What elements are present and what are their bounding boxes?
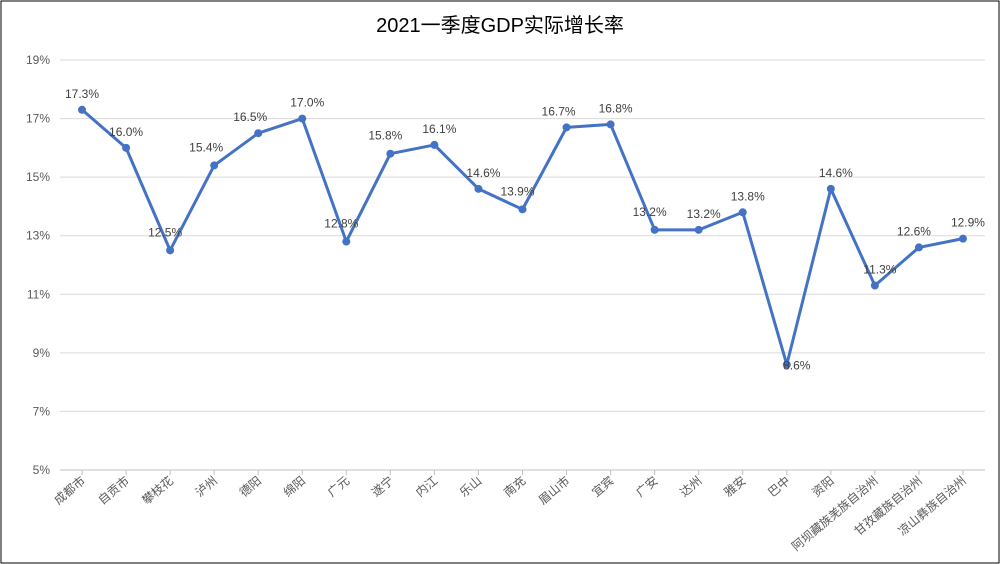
data-point bbox=[607, 120, 615, 128]
data-label: 13.2% bbox=[633, 205, 667, 219]
data-label: 16.8% bbox=[599, 101, 633, 115]
y-tick-label: 15% bbox=[26, 170, 50, 184]
data-point bbox=[78, 106, 86, 114]
data-label: 16.7% bbox=[542, 104, 576, 118]
y-tick-label: 7% bbox=[33, 404, 51, 418]
data-label: 11.3% bbox=[863, 263, 896, 277]
data-point bbox=[827, 185, 835, 193]
y-tick-label: 11% bbox=[27, 287, 50, 301]
y-tick-label: 19% bbox=[26, 53, 50, 67]
chart-svg: 2021一季度GDP实际增长率5%7%9%11%13%15%17%19%成都市自… bbox=[0, 0, 1000, 564]
data-point bbox=[342, 238, 350, 246]
data-label: 15.8% bbox=[368, 129, 402, 143]
chart-title: 2021一季度GDP实际增长率 bbox=[376, 14, 624, 37]
y-tick-label: 17% bbox=[26, 112, 50, 126]
data-label: 16.5% bbox=[233, 110, 267, 124]
data-point bbox=[915, 243, 923, 251]
data-point bbox=[386, 150, 394, 158]
data-point bbox=[430, 141, 438, 149]
gdp-growth-chart: 2021一季度GDP实际增长率5%7%9%11%13%15%17%19%成都市自… bbox=[0, 0, 1000, 564]
data-label: 12.9% bbox=[951, 216, 985, 230]
y-tick-label: 13% bbox=[26, 229, 50, 243]
y-tick-label: 5% bbox=[33, 463, 51, 477]
data-label: 13.9% bbox=[500, 184, 534, 198]
data-point bbox=[166, 246, 174, 254]
data-label: 16.1% bbox=[422, 122, 456, 136]
data-point bbox=[695, 226, 703, 234]
data-point bbox=[871, 282, 879, 290]
data-label: 16.0% bbox=[109, 125, 143, 139]
data-label: 14.6% bbox=[466, 166, 500, 180]
data-label: 12.8% bbox=[324, 217, 358, 231]
data-label: 12.5% bbox=[148, 225, 182, 239]
data-point bbox=[519, 205, 527, 213]
data-point bbox=[959, 235, 967, 243]
data-label: 12.6% bbox=[897, 224, 931, 238]
data-label: 17.0% bbox=[290, 96, 324, 110]
data-point bbox=[563, 123, 571, 131]
data-label: 14.6% bbox=[819, 166, 853, 180]
data-point bbox=[254, 129, 262, 137]
data-label: 15.4% bbox=[189, 140, 223, 154]
data-label: 8.6% bbox=[783, 359, 811, 373]
data-point bbox=[122, 144, 130, 152]
data-point bbox=[210, 161, 218, 169]
data-point bbox=[474, 185, 482, 193]
data-point bbox=[739, 208, 747, 216]
y-tick-label: 9% bbox=[33, 346, 51, 360]
data-point bbox=[651, 226, 659, 234]
data-label: 17.3% bbox=[65, 87, 99, 101]
data-label: 13.2% bbox=[687, 207, 721, 221]
data-label: 13.8% bbox=[731, 189, 765, 203]
data-point bbox=[298, 115, 306, 123]
